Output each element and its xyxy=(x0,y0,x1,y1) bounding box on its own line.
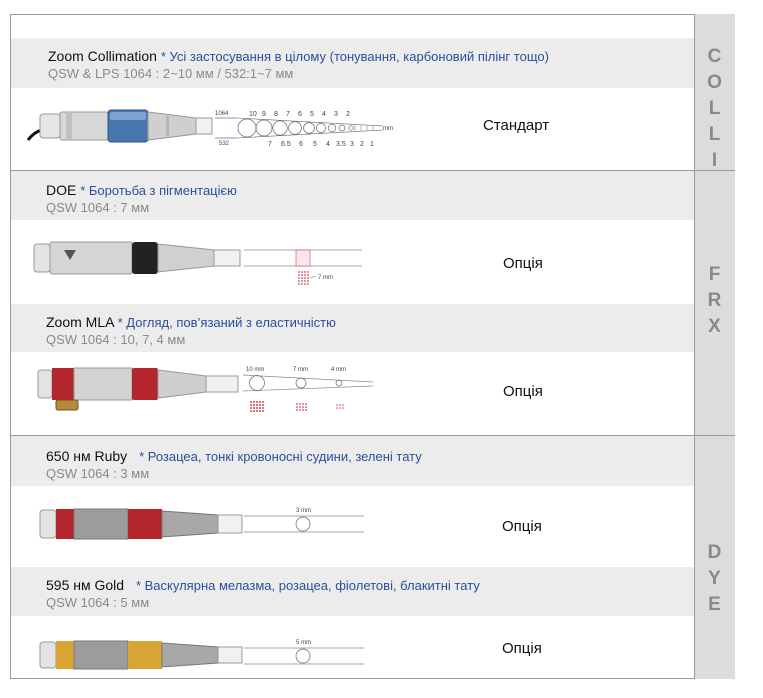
spot-size-label: 3 mm xyxy=(296,508,311,514)
spot-size-label: 7 mm xyxy=(318,275,333,281)
item-note: * Усі застосування в цілому (тонування, … xyxy=(160,49,549,64)
item-header-band xyxy=(11,304,694,352)
spot-size-label: 10 mm xyxy=(246,367,264,373)
item-title-row: Zoom MLA * Догляд, пов’язаний з еластичн… xyxy=(46,314,336,330)
item-status: Опція xyxy=(502,518,542,535)
mla-spot-diagram: 10 mm 7 mm 4 mm xyxy=(242,367,374,412)
item-spec: QSW 1064 : 3 мм xyxy=(46,466,150,481)
side-label-colli: C O L L I xyxy=(707,46,722,171)
item-spec: QSW 1064 : 7 мм xyxy=(46,200,150,215)
tick-label: 10 xyxy=(249,111,257,118)
item-spec: QSW 1064 : 10, 7, 4 мм xyxy=(46,332,186,347)
tick-label: 5 xyxy=(310,111,314,118)
item-title-row: 595 нм Gold * Васкулярна мелазма, розаце… xyxy=(46,577,480,593)
item-header-band xyxy=(11,567,694,616)
item-title: Zoom MLA xyxy=(46,314,114,330)
label-532: 532 xyxy=(219,141,230,147)
side-label-frx: F R X xyxy=(707,264,722,337)
tick-label: 2 xyxy=(346,111,350,118)
section-divider xyxy=(10,435,695,436)
tick-label: 3.5 xyxy=(336,141,346,148)
item-header-band xyxy=(11,38,694,88)
item-status: Стандарт xyxy=(483,117,550,134)
tick-label: 4 xyxy=(322,111,326,118)
side-label-dye: D Y E xyxy=(707,542,722,615)
spot-size-label: 5 mm xyxy=(296,640,311,646)
zoom-mla-handpiece xyxy=(37,367,239,411)
gold-spot-diagram: 5 mm xyxy=(244,640,364,665)
ruby-handpiece xyxy=(39,508,243,540)
tick-label: 3 xyxy=(350,141,354,148)
item-status: Опція xyxy=(503,383,543,400)
item-status: Опція xyxy=(502,640,542,657)
item-title-row: Zoom Collimation * Усі застосування в ці… xyxy=(48,48,549,64)
sidebar-divider xyxy=(694,170,735,171)
item-title: 650 нм Ruby xyxy=(46,448,128,464)
item-title: DOE xyxy=(46,182,77,198)
tick-label: 6.5 xyxy=(281,141,291,148)
item-note: * Васкулярна мелазма, розацеа, фіолетові… xyxy=(135,578,480,593)
doe-spot-diagram: 7 mm xyxy=(244,249,362,285)
item-status: Опція xyxy=(503,255,543,272)
collimation-spot-diagram: 1064 532 mm 10 9 8 7 6 5 4 3 2 7 6.5 6 5… xyxy=(215,111,393,148)
item-header-band xyxy=(11,171,694,220)
section-divider xyxy=(10,170,695,171)
item-note: * Боротьба з пігментацією xyxy=(80,183,237,198)
tick-label: 2 xyxy=(360,141,364,148)
spot-size-label: 7 mm xyxy=(293,367,308,373)
zoom-collimation-handpiece xyxy=(26,109,213,143)
tick-label: 1 xyxy=(370,141,374,148)
label-1064: 1064 xyxy=(215,111,229,117)
gold-handpiece xyxy=(39,640,243,670)
item-header-band xyxy=(11,436,694,486)
tick-label: 8 xyxy=(274,111,278,118)
item-title-row: 650 нм Ruby * Розацеа, тонкі кровоносні … xyxy=(46,448,422,464)
item-note: * Розацеа, тонкі кровоносні судини, зеле… xyxy=(139,449,422,464)
item-title: Zoom Collimation xyxy=(48,48,157,64)
tick-label: 6 xyxy=(299,141,303,148)
sidebar-divider xyxy=(694,435,735,436)
tick-label: 3 xyxy=(334,111,338,118)
doe-handpiece xyxy=(33,241,241,275)
ruby-spot-diagram: 3 mm xyxy=(244,508,364,533)
tick-label: 5 xyxy=(313,141,317,148)
tick-label: 7 xyxy=(268,141,272,148)
unit-label: mm xyxy=(383,126,393,132)
tick-label: 6 xyxy=(298,111,302,118)
spot-size-label: 4 mm xyxy=(331,367,346,373)
item-title-row: DOE * Боротьба з пігментацією xyxy=(46,182,237,198)
item-spec: QSW 1064 : 5 мм xyxy=(46,595,150,610)
tick-label: 4 xyxy=(326,141,330,148)
tick-label: 9 xyxy=(262,111,266,118)
item-note: * Догляд, пов’язаний з еластичністю xyxy=(117,315,336,330)
item-title: 595 нм Gold xyxy=(46,577,125,593)
item-spec: QSW & LPS 1064 : 2~10 мм / 532:1~7 мм xyxy=(48,66,294,81)
category-sidebar xyxy=(694,14,735,679)
tick-label: 7 xyxy=(286,111,290,118)
